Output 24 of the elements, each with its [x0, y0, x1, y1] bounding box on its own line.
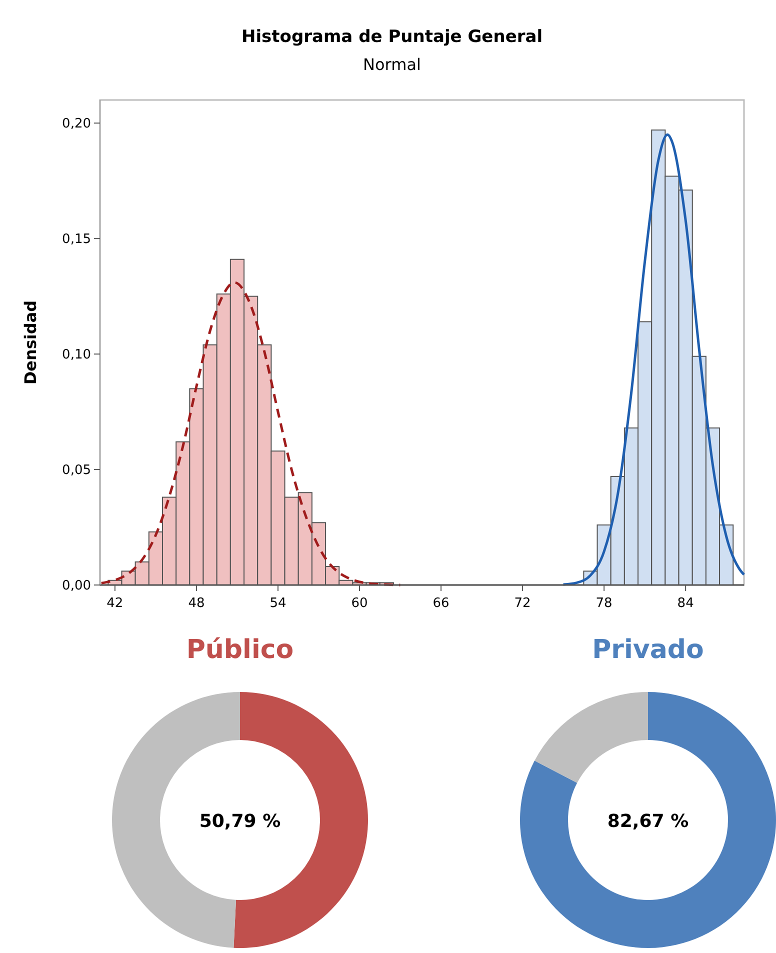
- chart-subtitle: Normal: [363, 55, 421, 74]
- x-tick-label: 66: [432, 596, 450, 611]
- y-tick-label: 0,05: [62, 463, 91, 478]
- y-tick-label: 0,10: [62, 348, 91, 363]
- line-series: [100, 281, 402, 586]
- text: 50,79 %: [199, 811, 281, 832]
- chart-title: Privado: [592, 635, 704, 665]
- y-axis-title: Densidad: [21, 300, 40, 385]
- x-tick-label: 54: [270, 596, 286, 611]
- x-tick-label: 78: [596, 596, 612, 611]
- y-tick-label: 0,00: [62, 578, 91, 594]
- x-tick-label: 48: [188, 596, 205, 611]
- x-tick-label: 42: [106, 596, 124, 611]
- y-tick-label: 0,20: [62, 116, 91, 132]
- x-tick-label: 72: [514, 596, 531, 611]
- y-tick-label: 0,15: [62, 232, 91, 248]
- x-tick-label: 84: [677, 596, 694, 611]
- chart-title: Histograma de Puntaje General: [241, 27, 543, 47]
- chart-title: Público: [186, 635, 294, 665]
- donut-slice: [534, 692, 648, 783]
- donut-slice: [520, 692, 776, 948]
- text: 82,67 %: [607, 811, 689, 832]
- line-series: [562, 133, 746, 586]
- x-tick-label: 60: [351, 596, 368, 611]
